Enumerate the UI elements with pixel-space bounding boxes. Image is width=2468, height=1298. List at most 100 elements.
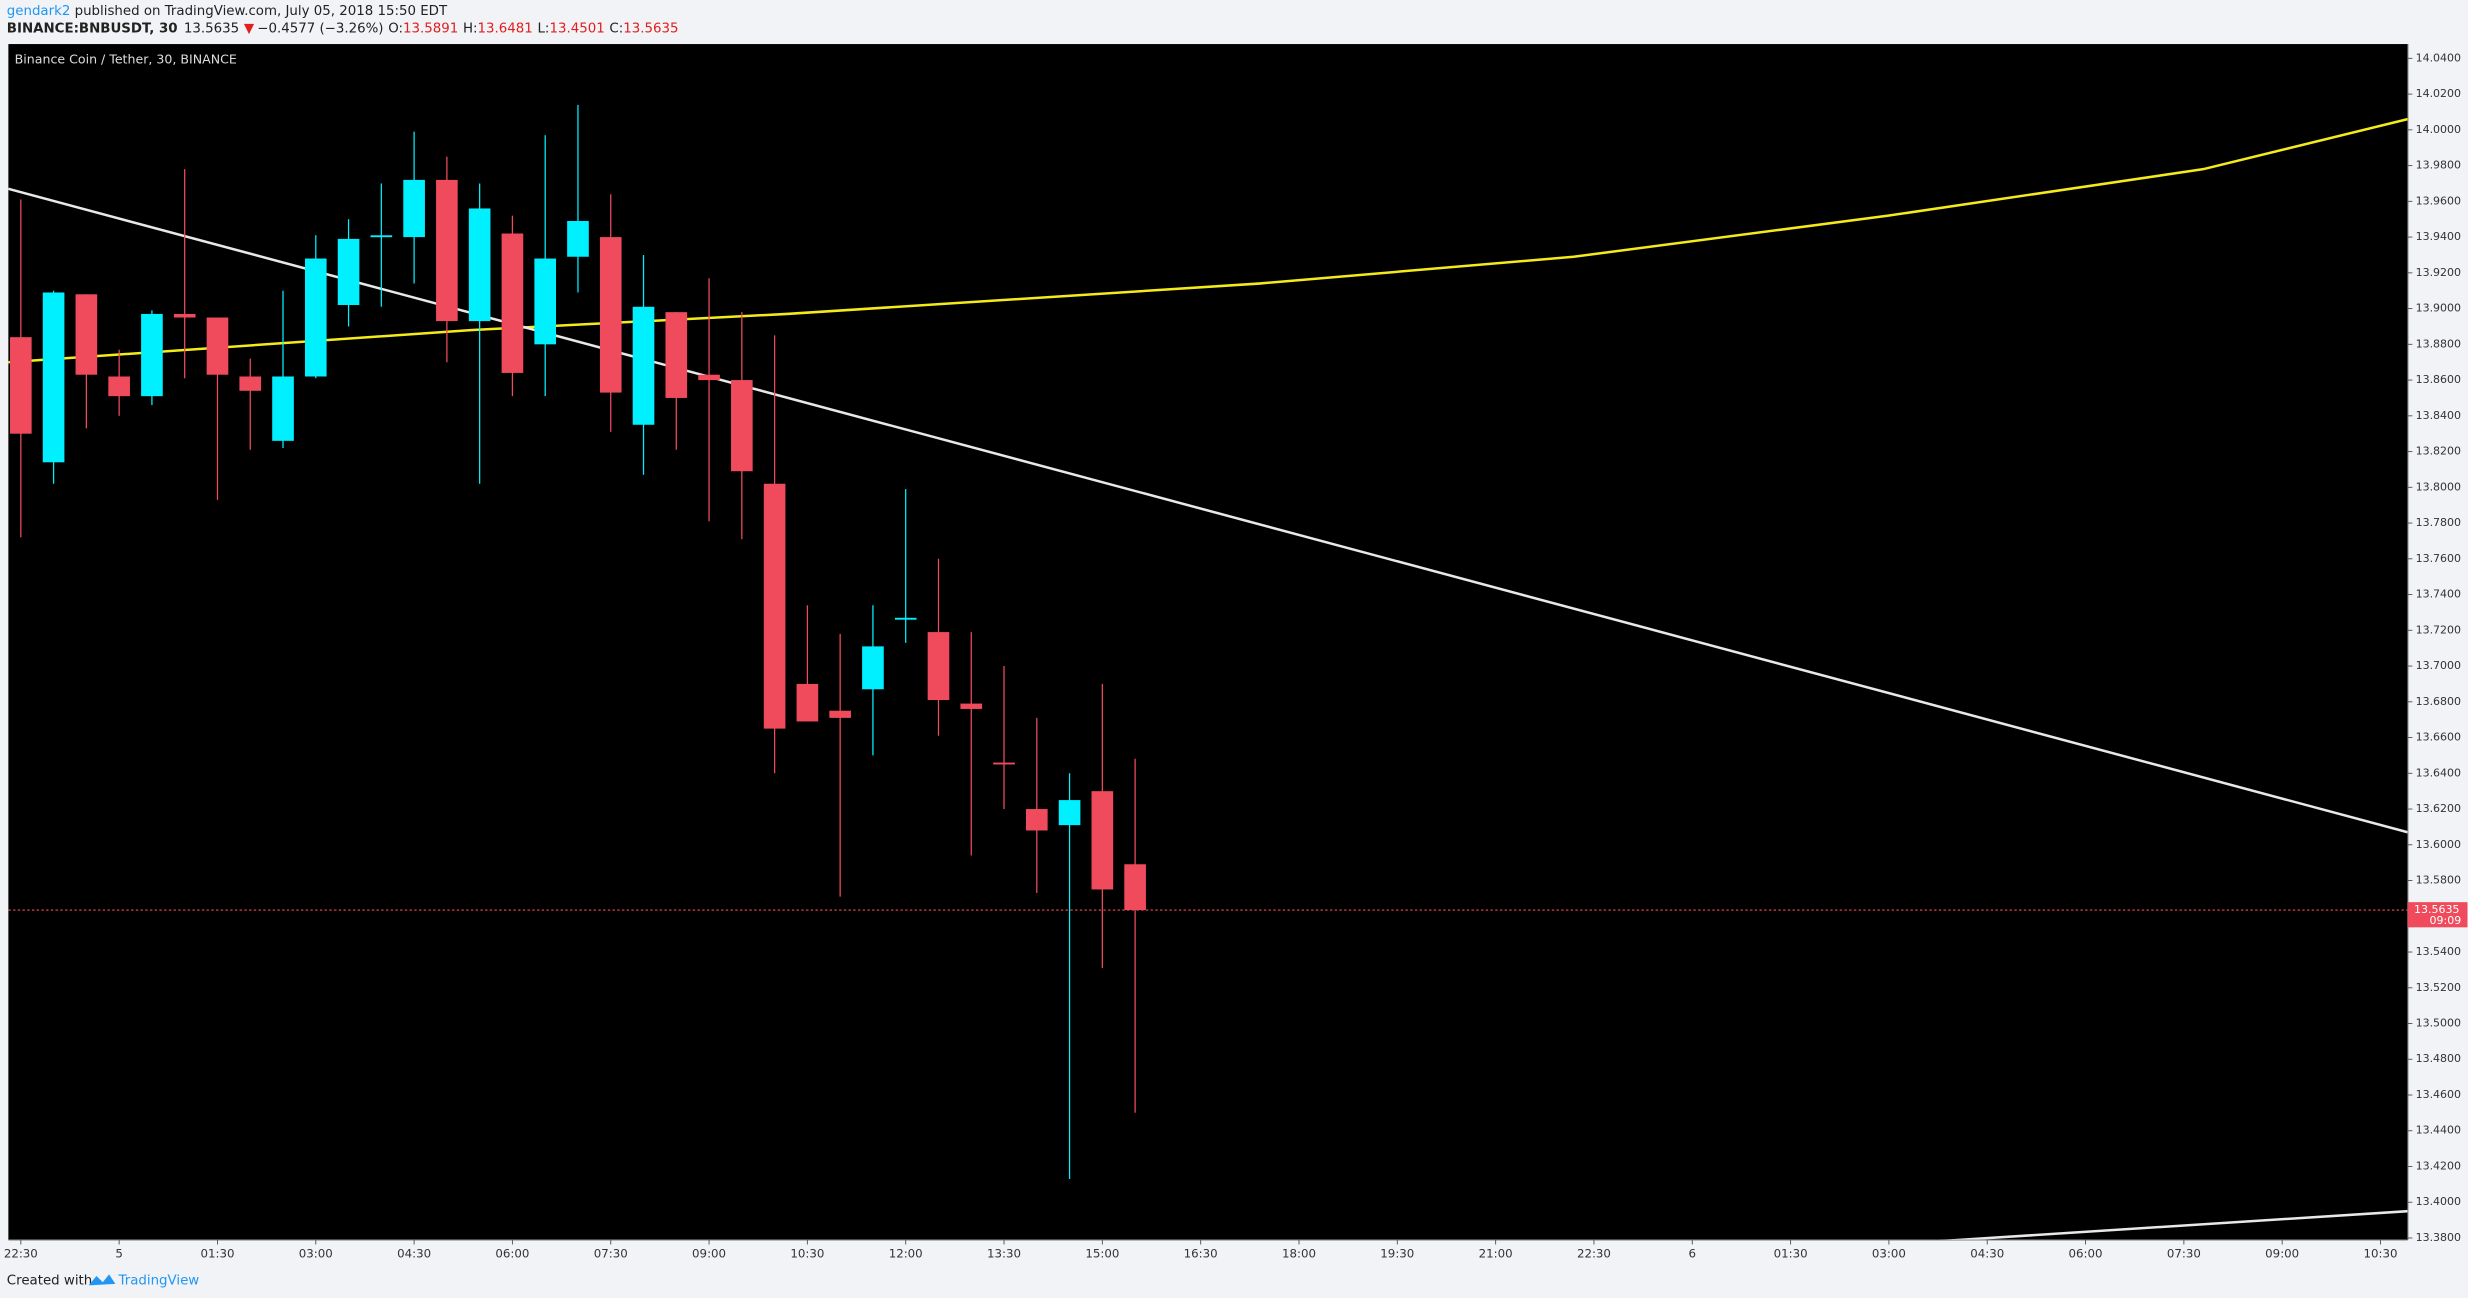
y-tick-label: 13.6600 — [2416, 731, 2461, 744]
candle-body — [501, 233, 524, 373]
candle-body — [108, 376, 130, 397]
candle-body — [993, 762, 1015, 765]
x-tick-label: 12:00 — [889, 1246, 923, 1260]
y-tick-label: 13.9400 — [2416, 230, 2461, 243]
x-tick-label: 13:30 — [987, 1246, 1021, 1260]
y-tick-label: 13.6000 — [2416, 838, 2461, 851]
plot-area — [8, 44, 2408, 1240]
author-link[interactable]: gendark2 — [7, 4, 71, 19]
y-tick-label: 13.5400 — [2416, 945, 2461, 958]
candle-body — [1124, 864, 1146, 911]
last-price: 13.5635 — [184, 21, 239, 36]
x-tick-label: 01:30 — [200, 1246, 234, 1260]
candle-body — [173, 313, 196, 318]
candle-body — [206, 317, 229, 375]
candle-body — [698, 374, 720, 381]
y-tick-label: 13.5800 — [2416, 874, 2461, 887]
candle-body — [1058, 800, 1081, 826]
y-tick-label: 13.4000 — [2416, 1195, 2461, 1208]
candle-body — [304, 258, 327, 377]
candle-body — [599, 237, 622, 393]
y-tick-label: 13.7400 — [2416, 588, 2461, 601]
candle-body — [763, 483, 786, 729]
candle-body — [534, 258, 557, 345]
y-tick-label: 13.8800 — [2416, 337, 2461, 350]
candle-body — [632, 306, 655, 425]
y-tick-label: 13.7800 — [2416, 516, 2461, 529]
candle-body — [370, 235, 393, 238]
high-value: 13.6481 — [478, 21, 533, 36]
x-tick-label: 22:30 — [1577, 1246, 1611, 1260]
candle-body — [862, 646, 884, 690]
x-tick-label: 09:00 — [692, 1246, 726, 1260]
trend-line — [8, 187, 2408, 834]
high-label: H: — [463, 21, 478, 36]
y-tick-label: 14.0400 — [2416, 51, 2461, 64]
created-with: Created with — [7, 1274, 92, 1289]
x-tick-label: 16:30 — [1184, 1246, 1218, 1260]
candle-body — [796, 683, 819, 722]
y-tick-label: 13.8200 — [2416, 445, 2461, 458]
low-label: L: — [537, 21, 549, 36]
x-tick-label: 6 — [1689, 1246, 1697, 1260]
candle-body — [272, 376, 294, 441]
y-tick-label: 13.3800 — [2416, 1231, 2461, 1244]
close-label: C: — [609, 21, 623, 36]
y-tick-label: 13.5200 — [2416, 981, 2461, 994]
countdown-label: 09:09 — [2429, 914, 2461, 927]
x-tick-label: 19:30 — [1380, 1246, 1414, 1260]
x-tick-label: 15:00 — [1085, 1246, 1119, 1260]
publish-info: gendark2 published on TradingView.com, J… — [7, 4, 448, 19]
change: −0.4577 (−3.26%) — [257, 21, 383, 36]
y-tick-label: 13.8000 — [2416, 480, 2461, 493]
x-tick-label: 10:30 — [790, 1246, 824, 1260]
published-text: published on TradingView.com, July 05, 2… — [70, 4, 448, 19]
y-tick-label: 13.5000 — [2416, 1017, 2461, 1030]
symbol: BINANCE:BNBUSDT, 30 — [7, 21, 178, 36]
brand-logo[interactable] — [88, 1274, 116, 1286]
x-tick-label: 03:00 — [1872, 1246, 1906, 1260]
y-tick-label: 13.9000 — [2416, 302, 2461, 315]
candle-body — [403, 179, 425, 238]
y-tick-label: 13.6800 — [2416, 695, 2461, 708]
chart-title: Binance Coin / Tether, 30, BINANCE — [15, 51, 237, 66]
y-tick-label: 14.0200 — [2416, 87, 2461, 100]
y-tick-label: 13.6200 — [2416, 802, 2461, 815]
brand-link[interactable]: TradingView — [118, 1274, 200, 1289]
candle-body — [10, 337, 32, 434]
y-tick-label: 13.6400 — [2416, 766, 2461, 779]
candle-body — [141, 313, 163, 397]
symbol-info: BINANCE:BNBUSDT, 30 13.5635 ▼ −0.4577 (−3.2… — [7, 21, 679, 36]
candle-body — [337, 238, 360, 306]
y-tick-label: 14.0000 — [2416, 123, 2461, 136]
last-price-label: 13.5635 — [2414, 903, 2460, 916]
y-tick-label: 13.9800 — [2416, 159, 2461, 172]
x-tick-label: 07:30 — [594, 1246, 628, 1260]
trend-line — [1941, 1209, 2408, 1240]
y-tick-label: 13.8400 — [2416, 409, 2461, 422]
x-tick-label: 09:00 — [2265, 1246, 2299, 1260]
plot-layer — [8, 104, 2408, 1240]
x-tick-label: 21:00 — [1479, 1246, 1513, 1260]
y-tick-label: 13.7200 — [2416, 623, 2461, 636]
candle-body — [665, 312, 688, 398]
x-tick-label: 18:00 — [1282, 1246, 1316, 1260]
last-price-box — [2407, 902, 2468, 928]
y-tick-label: 13.7000 — [2416, 659, 2461, 672]
candle-body — [960, 703, 983, 709]
y-tick-label: 13.4200 — [2416, 1160, 2461, 1173]
low-value: 13.4501 — [549, 21, 604, 36]
candle-body — [829, 710, 851, 718]
candle-body — [468, 208, 491, 322]
y-tick-label: 13.4400 — [2416, 1124, 2461, 1137]
candle-body — [567, 221, 589, 257]
x-tick-label: 10:30 — [2364, 1246, 2398, 1260]
x-tick-label: 04:30 — [1970, 1246, 2004, 1260]
x-tick-label: 03:00 — [299, 1246, 333, 1260]
y-tick-label: 13.9200 — [2416, 266, 2461, 279]
candle-body — [436, 179, 458, 322]
x-tick-label: 22:30 — [4, 1246, 38, 1260]
close-value: 13.5635 — [623, 21, 678, 36]
